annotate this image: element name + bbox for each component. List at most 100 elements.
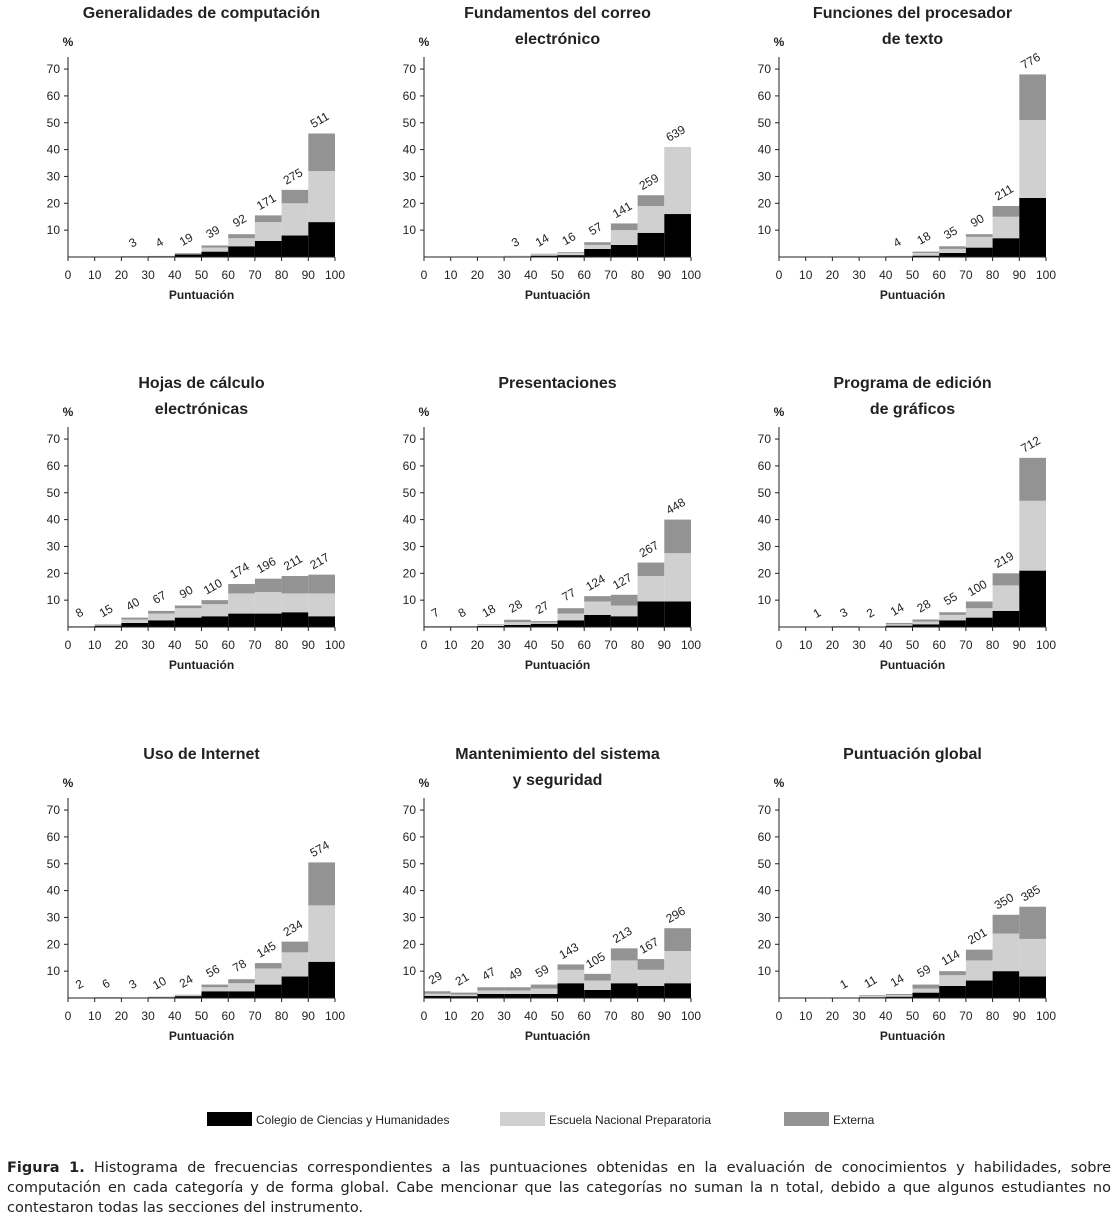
x-tick-label: 50 <box>906 268 920 282</box>
bar-segment <box>254 222 282 241</box>
count-label: 171 <box>254 191 279 213</box>
bar-segment <box>664 519 691 554</box>
y-tick-label: 60 <box>758 830 772 844</box>
count-label: 57 <box>586 219 605 238</box>
y-tick-label: 60 <box>403 459 417 473</box>
bar-segment <box>504 987 531 991</box>
x-tick-label: 10 <box>444 638 458 652</box>
bar-segment <box>504 619 531 623</box>
bar-segment <box>557 969 585 984</box>
bar-segment <box>992 573 1020 586</box>
bar-segment <box>201 247 229 252</box>
bar-segment <box>610 605 638 617</box>
bar-segment <box>148 255 175 257</box>
count-label: 110 <box>201 576 225 598</box>
count-label: 143 <box>557 940 582 962</box>
x-tick-label: 40 <box>168 638 182 652</box>
bar-segment <box>664 928 691 952</box>
bar-segment <box>859 995 886 997</box>
x-axis-label: Puntuación <box>169 1029 234 1043</box>
bar-segment <box>228 979 255 984</box>
x-tick-label: 100 <box>1036 268 1056 282</box>
count-label: 8 <box>456 605 469 621</box>
chart-title: Programa de edición <box>833 375 991 392</box>
bar-segment <box>557 964 585 970</box>
bar-segment <box>912 619 940 622</box>
x-tick-label: 30 <box>141 268 155 282</box>
count-label: 712 <box>1018 433 1043 455</box>
bar-segment <box>530 255 558 257</box>
x-tick-label: 80 <box>986 638 1000 652</box>
bar-segment <box>992 205 1020 217</box>
count-label: 4 <box>153 235 166 251</box>
bar-segment <box>557 983 585 998</box>
bar-segment <box>912 624 940 627</box>
bar-segment <box>450 996 478 998</box>
count-label: 1 <box>837 976 850 992</box>
chart-title: Generalidades de computación <box>83 5 320 22</box>
x-axis-label: Puntuación <box>880 1029 945 1043</box>
y-tick-label: 20 <box>403 937 417 951</box>
count-label: 90 <box>968 211 987 230</box>
bar-segment <box>637 575 665 602</box>
count-label: 100 <box>965 577 990 599</box>
bar-segment <box>637 985 665 998</box>
x-tick-label: 90 <box>302 268 316 282</box>
count-label: 267 <box>637 538 662 560</box>
bar-segment <box>912 988 940 993</box>
x-tick-label: 10 <box>88 268 102 282</box>
bar-segment <box>1019 570 1046 627</box>
x-tick-label: 10 <box>444 1009 458 1023</box>
y-tick-label: 20 <box>758 196 772 210</box>
bar-segment <box>254 215 282 223</box>
count-label: 14 <box>533 231 552 250</box>
x-tick-label: 0 <box>65 268 72 282</box>
x-tick-label: 30 <box>497 268 511 282</box>
x-tick-label: 40 <box>168 268 182 282</box>
count-label: 18 <box>915 229 934 248</box>
x-tick-label: 90 <box>1013 1009 1027 1023</box>
count-label: 49 <box>506 964 525 983</box>
y-tick-label: 10 <box>403 593 417 607</box>
x-tick-label: 70 <box>959 1009 973 1023</box>
bar-segment <box>664 601 691 627</box>
y-tick-label: 50 <box>47 486 61 500</box>
x-axis-label: Puntuación <box>525 288 590 302</box>
bar-segment <box>610 983 638 998</box>
bar-segment <box>254 592 282 614</box>
count-label: 90 <box>177 582 196 601</box>
x-tick-label: 30 <box>852 638 866 652</box>
y-tick-label: 70 <box>403 62 417 76</box>
count-label: 511 <box>308 109 332 131</box>
bar-segment <box>530 623 558 627</box>
bar-segment <box>308 905 335 962</box>
count-label: 2 <box>73 976 86 992</box>
bar-segment <box>424 991 451 994</box>
count-label: 92 <box>230 211 249 230</box>
count-label: 28 <box>506 597 525 616</box>
x-tick-label: 30 <box>141 1009 155 1023</box>
bar-segment <box>584 980 611 990</box>
x-tick-label: 20 <box>471 638 485 652</box>
x-tick-label: 100 <box>1036 1009 1056 1023</box>
y-tick-label: 20 <box>47 937 61 951</box>
count-label: 4 <box>891 235 904 251</box>
x-tick-label: 0 <box>421 1009 428 1023</box>
y-tick-label: 70 <box>403 803 417 817</box>
x-tick-label: 40 <box>879 638 893 652</box>
legend-label: Externa <box>833 1113 875 1127</box>
y-tick-label: 70 <box>758 62 772 76</box>
x-tick-label: 100 <box>325 268 345 282</box>
y-tick-label: 40 <box>758 884 772 898</box>
y-tick-label: 10 <box>758 223 772 237</box>
x-axis-label: Puntuación <box>169 658 234 672</box>
bar-segment <box>584 596 611 602</box>
count-label: 448 <box>663 495 688 517</box>
bar-segment <box>174 996 202 998</box>
x-tick-label: 50 <box>551 638 565 652</box>
bar-segment <box>504 624 531 627</box>
bar-segment <box>992 971 1020 998</box>
bar-segment <box>965 601 993 609</box>
bar-segment <box>965 608 993 618</box>
bar-segment <box>1019 906 1046 939</box>
